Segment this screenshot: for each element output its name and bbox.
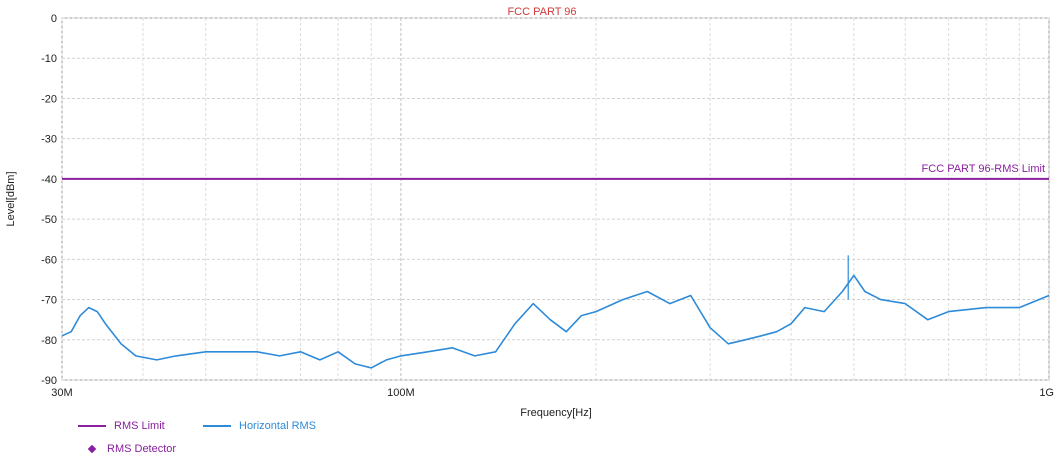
legend-trace-label: Horizontal RMS bbox=[239, 420, 317, 432]
legend-detector-label: RMS Detector bbox=[107, 443, 177, 455]
x-tick-label: 100M bbox=[387, 387, 415, 399]
x-tick-label: 1G bbox=[1039, 387, 1054, 399]
data-layer bbox=[61, 177, 1050, 369]
legend: RMS Limit Horizontal RMS RMS Detector bbox=[78, 420, 478, 462]
legend-limit-swatch bbox=[78, 425, 106, 427]
legend-trace-swatch bbox=[203, 425, 231, 427]
legend-item-horizontal-rms: Horizontal RMS bbox=[203, 420, 316, 432]
y-tick-label: -10 bbox=[41, 53, 57, 65]
grid bbox=[61, 17, 1050, 381]
y-tick-label: -40 bbox=[41, 174, 57, 186]
y-tick-label: -70 bbox=[41, 295, 57, 307]
y-tick-label: -20 bbox=[41, 93, 57, 105]
diamond-icon bbox=[87, 444, 97, 454]
chart-title: FCC PART 96 bbox=[507, 6, 576, 18]
y-tick-label: 0 bbox=[51, 13, 57, 25]
legend-item-rms-detector: RMS Detector bbox=[86, 443, 176, 455]
y-tick-label: -90 bbox=[41, 375, 57, 387]
x-tick-label: 30M bbox=[51, 387, 72, 399]
y-tick-label: -50 bbox=[41, 214, 57, 226]
x-axis-title: Frequency[Hz] bbox=[520, 407, 592, 419]
legend-limit-label: RMS Limit bbox=[114, 420, 165, 432]
legend-item-rms-limit: RMS Limit bbox=[78, 420, 165, 432]
horizontal-rms-trace bbox=[61, 274, 1050, 369]
y-tick-label: -80 bbox=[41, 335, 57, 347]
limit-line-label: FCC PART 96-RMS Limit bbox=[922, 163, 1045, 175]
y-tick-label: -30 bbox=[41, 134, 57, 146]
plot-frame bbox=[61, 17, 1050, 381]
y-tick-label: -60 bbox=[41, 254, 57, 266]
y-axis-title: Level[dBm] bbox=[5, 171, 17, 226]
